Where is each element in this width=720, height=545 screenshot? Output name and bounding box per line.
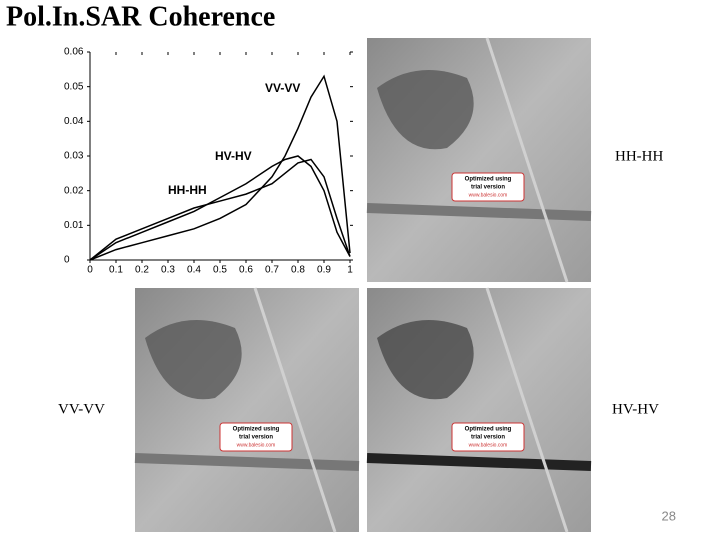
image-runway (366, 203, 592, 221)
image-forest (377, 70, 474, 150)
x-tick-label: 0.8 (291, 265, 305, 276)
page-number: 28 (662, 508, 676, 523)
sar-image: Optimized using trial versionwww.balesio.… (366, 37, 592, 283)
series-label: HV-HV (215, 149, 252, 163)
y-tick-label: 0.03 (64, 151, 84, 162)
image-bg (367, 38, 591, 282)
image-forest (377, 320, 474, 400)
slide-title: Pol.In.SAR Coherence (6, 1, 275, 32)
image-road (253, 287, 337, 533)
image-forest (145, 320, 242, 400)
x-tick-label: 0.7 (265, 265, 279, 276)
y-tick-label: 0 (64, 255, 70, 266)
series-line (89, 158, 351, 261)
watermark-text: trial version (471, 185, 505, 191)
image-road (485, 287, 569, 533)
x-tick-label: 0.2 (135, 265, 149, 276)
watermark-box (219, 422, 293, 452)
watermark-url: www.balesio.com (469, 192, 508, 198)
y-tick-label: 0.02 (64, 185, 84, 196)
x-tick-label: 0.6 (239, 265, 253, 276)
image-label: VV-VV (58, 401, 105, 417)
y-tick-label: 0.04 (64, 116, 84, 127)
watermark-text: Optimized using (465, 177, 512, 183)
image-bg (367, 288, 591, 532)
x-tick-label: 0.3 (161, 265, 175, 276)
x-tick-label: 0.4 (187, 265, 201, 276)
image-road (485, 37, 569, 283)
y-tick-label: 0.05 (64, 81, 84, 92)
image-bg (135, 288, 359, 532)
series-label: HH-HH (168, 183, 207, 197)
y-tick-label: 0.01 (64, 220, 84, 231)
x-tick-label: 0.5 (213, 265, 227, 276)
watermark-text: Optimized using (233, 427, 280, 433)
sar-image: Optimized using trial versionwww.balesio.… (366, 287, 592, 533)
image-label: HH-HH (615, 148, 663, 164)
watermark-text: Optimized using (465, 427, 512, 433)
x-tick-label: 1 (347, 265, 353, 276)
watermark-url: www.balesio.com (237, 442, 276, 448)
y-tick-label: 0.06 (64, 47, 84, 58)
sar-image: Optimized using trial versionwww.balesio.… (134, 287, 360, 533)
watermark-box (451, 422, 525, 452)
watermark-box (451, 172, 525, 202)
x-tick-label: 0.1 (109, 265, 123, 276)
watermark-text: trial version (471, 435, 505, 441)
image-runway (366, 453, 592, 471)
x-tick-label: 0.9 (317, 265, 331, 276)
watermark-url: www.balesio.com (469, 442, 508, 448)
series-line (89, 155, 351, 261)
image-runway (134, 453, 360, 471)
series-label: VV-VV (265, 81, 300, 95)
watermark-text: trial version (239, 435, 273, 441)
image-label: HV-HV (612, 401, 659, 417)
x-tick-label: 0 (87, 265, 93, 276)
series-line (89, 74, 351, 261)
